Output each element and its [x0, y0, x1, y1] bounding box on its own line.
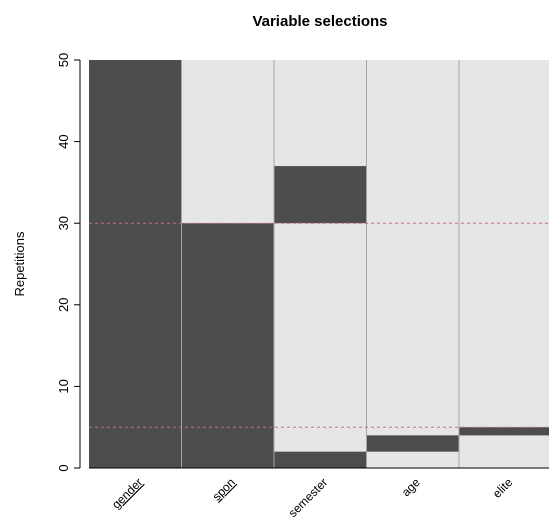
selection-bar-age — [366, 435, 459, 452]
category-label-spon: spon — [210, 475, 238, 503]
y-tick-label: 30 — [56, 216, 71, 230]
plot-area — [89, 60, 549, 468]
category-label-gender: gender — [109, 475, 145, 511]
category-label-semester: semester — [286, 475, 331, 520]
y-axis: 0 10 20 30 40 50 — [56, 53, 81, 472]
y-tick-label: 10 — [56, 379, 71, 393]
x-axis: gender spon semester age elite — [89, 467, 549, 520]
category-label-age: age — [399, 475, 423, 499]
y-tick-label: 0 — [56, 464, 71, 471]
category-label-elite: elite — [490, 475, 516, 501]
y-tick-label: 20 — [56, 298, 71, 312]
selection-bar-semester — [274, 451, 367, 468]
selection-bar-spon — [181, 223, 274, 468]
y-axis-label: Repetitions — [12, 231, 27, 297]
y-tick-label: 40 — [56, 134, 71, 148]
chart-title: Variable selections — [252, 13, 387, 30]
selection-bar-semester — [274, 166, 367, 224]
y-tick-label: 50 — [56, 53, 71, 67]
selection-bar-gender — [89, 60, 182, 468]
selection-bar-elite — [459, 427, 549, 436]
